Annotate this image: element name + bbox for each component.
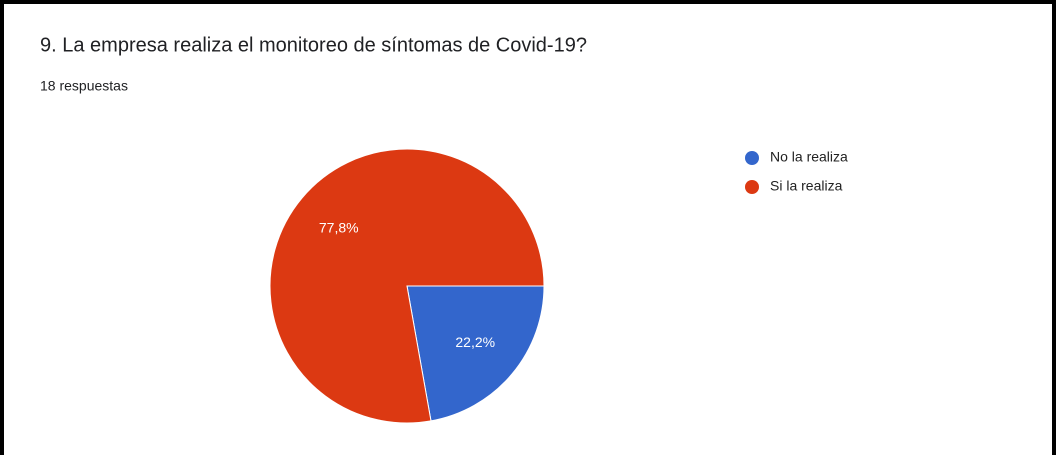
legend-marker	[745, 180, 759, 194]
slice-label: 77,8%	[319, 220, 359, 236]
chart-subtitle: 18 respuestas	[40, 78, 128, 94]
legend-label: No la realiza	[770, 149, 848, 165]
slice-label: 22,2%	[455, 334, 495, 350]
pie-slice	[269, 148, 545, 424]
legend-marker	[745, 151, 759, 165]
chart-title: 9. La empresa realiza el monitoreo de sí…	[40, 34, 587, 56]
pie-slice	[406, 285, 545, 422]
legend-label: Si la realiza	[770, 178, 843, 194]
